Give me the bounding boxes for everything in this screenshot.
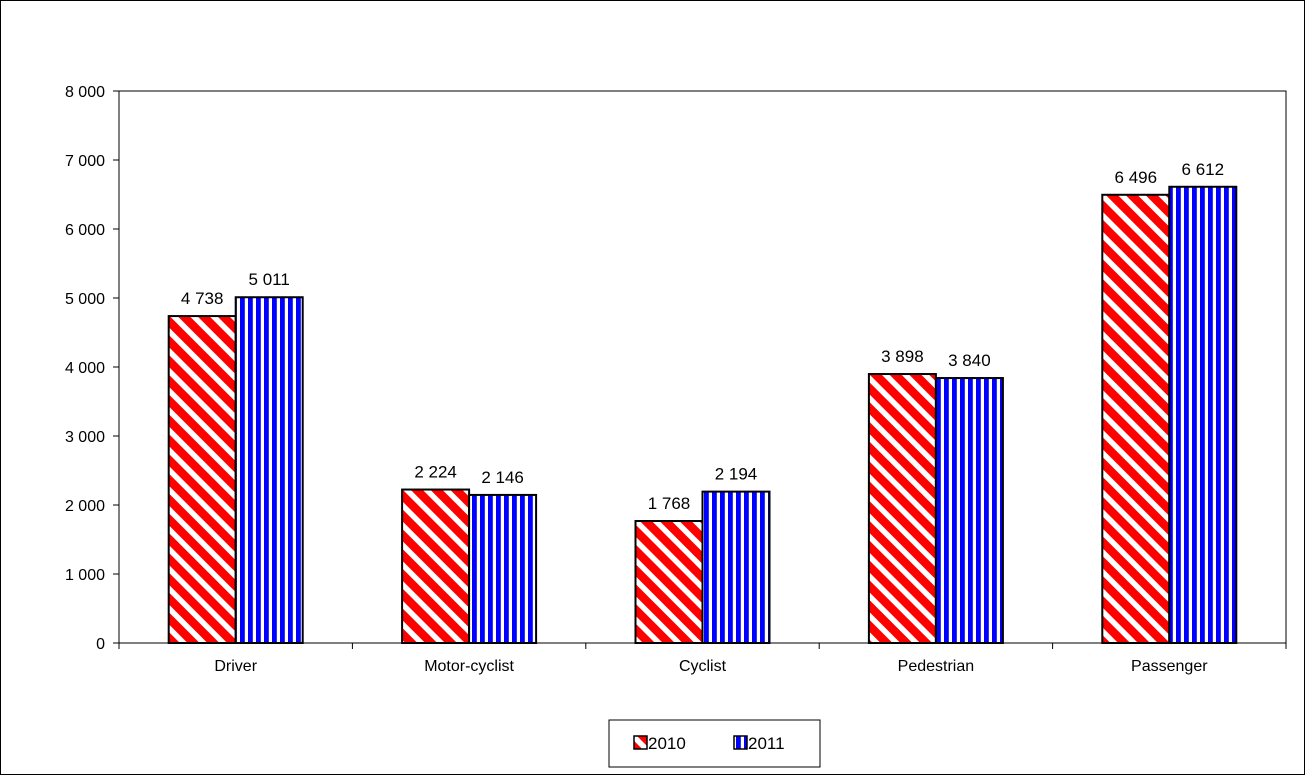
legend-swatch-2010 (633, 735, 648, 750)
bar-2010-pedestrian (867, 373, 937, 644)
bar-2011-pedestrian (934, 377, 1004, 644)
legend-label: 2010 (648, 734, 686, 753)
x-axis: Driver Motor-cyclist Cyclist Pedestrian Pass… (118, 642, 1287, 675)
x-category-label: Driver (214, 658, 257, 675)
x-category-label: Pedestrian (898, 658, 975, 675)
data-label: 3 840 (948, 351, 991, 370)
y-tick-label: 3 000 (65, 429, 105, 446)
data-label: 2 146 (481, 468, 524, 487)
data-label: 6 612 (1182, 160, 1225, 179)
data-label: 3 898 (881, 347, 924, 366)
data-label: 2 194 (715, 465, 758, 484)
bar-2010-motor-cyclist (401, 488, 471, 644)
data-label: 4 738 (181, 289, 224, 308)
x-category-label: Cyclist (679, 658, 727, 675)
y-tick-label: 1 000 (65, 567, 105, 584)
bar-2011-driver (234, 296, 304, 644)
y-tick-label: 2 000 (65, 498, 105, 515)
bar-2011-motor-cyclist (468, 493, 538, 644)
data-label: 1 768 (648, 494, 691, 513)
bar-2010-cyclist (634, 520, 704, 644)
data-label: 6 496 (1115, 168, 1158, 187)
y-tick-label: 0 (96, 636, 105, 653)
data-labels: 4 738 5 011 2 224 2 146 1 768 2 194 3 898 3 840… (181, 160, 1224, 513)
y-tick-label: 4 000 (65, 360, 105, 377)
y-tick-label: 7 000 (65, 153, 105, 170)
y-tick-label: 5 000 (65, 291, 105, 308)
x-category-label: Motor-cyclist (424, 658, 514, 675)
y-tick-label: 6 000 (65, 222, 105, 239)
y-tick-label: 8 000 (65, 84, 105, 101)
legend-label: 2011 (748, 734, 785, 753)
legend: 2010 2011 (608, 719, 821, 768)
y-axis: 0 1 000 2 000 3 000 4 000 5 000 6 000 7 000 8 00… (65, 84, 120, 653)
bar-2011-cyclist (701, 490, 771, 645)
bar-2010-passenger (1101, 193, 1171, 644)
x-category-label: Passenger (1131, 658, 1208, 675)
legend-swatch-2011 (733, 735, 748, 750)
bar-2011-passenger (1168, 185, 1238, 644)
data-label: 2 224 (414, 463, 457, 482)
bar-2010-driver (167, 315, 237, 644)
data-label: 5 011 (249, 270, 290, 289)
